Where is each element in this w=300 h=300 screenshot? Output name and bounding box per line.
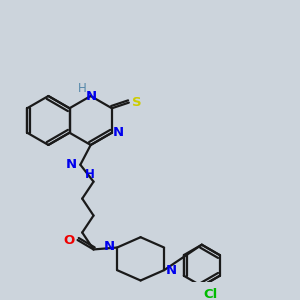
Text: N: N: [86, 91, 97, 103]
Text: H: H: [85, 167, 95, 181]
Text: N: N: [104, 240, 115, 253]
Text: N: N: [113, 126, 124, 139]
Text: N: N: [166, 264, 177, 277]
Text: S: S: [132, 96, 141, 109]
Text: Cl: Cl: [204, 288, 218, 300]
Text: N: N: [65, 158, 76, 171]
Text: H: H: [78, 82, 87, 95]
Text: O: O: [63, 233, 75, 247]
